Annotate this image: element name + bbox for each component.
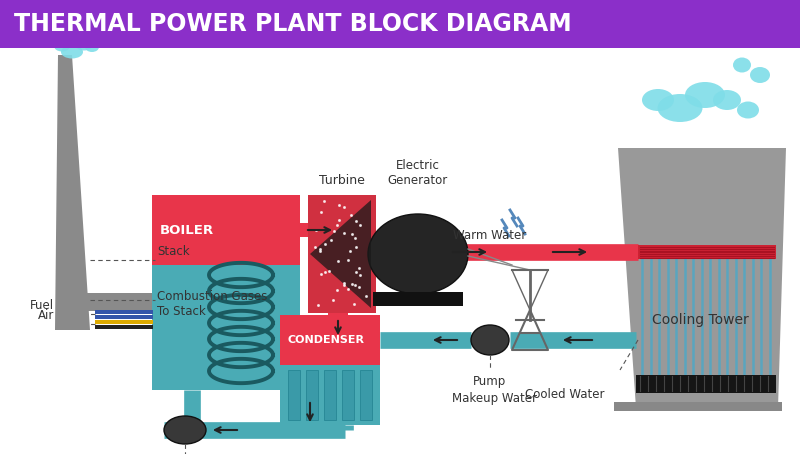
Polygon shape	[310, 200, 371, 308]
Text: Electric
Generator: Electric Generator	[388, 159, 448, 187]
Bar	[280, 315, 380, 365]
Ellipse shape	[733, 58, 751, 73]
Ellipse shape	[61, 45, 83, 59]
Ellipse shape	[368, 214, 468, 294]
Polygon shape	[618, 148, 786, 408]
Text: Turbine: Turbine	[319, 174, 365, 187]
Bar	[614, 402, 782, 411]
Bar	[95, 325, 153, 329]
Ellipse shape	[685, 82, 725, 108]
Ellipse shape	[85, 42, 99, 52]
Text: Cooled Water: Cooled Water	[526, 388, 605, 401]
Bar	[152, 195, 300, 265]
Text: Combustion Gases
To Stack: Combustion Gases To Stack	[157, 290, 267, 318]
Text: Pump: Pump	[474, 375, 506, 388]
Ellipse shape	[713, 90, 741, 110]
Text: BOILER: BOILER	[160, 223, 214, 237]
Bar	[300, 223, 340, 237]
Bar	[638, 245, 776, 259]
Bar	[324, 370, 336, 420]
Bar	[288, 370, 300, 420]
Bar	[306, 370, 318, 420]
Ellipse shape	[642, 89, 674, 111]
Polygon shape	[55, 55, 90, 330]
Bar	[328, 313, 348, 343]
Text: Air: Air	[38, 309, 54, 322]
Ellipse shape	[164, 416, 206, 444]
Bar	[376, 249, 416, 259]
Bar	[72, 293, 172, 311]
Bar	[0, 0, 800, 48]
Text: THERMAL POWER PLANT BLOCK DIAGRAM: THERMAL POWER PLANT BLOCK DIAGRAM	[14, 12, 572, 36]
Bar	[152, 265, 300, 390]
Ellipse shape	[62, 293, 82, 311]
Text: CONDENSER: CONDENSER	[288, 335, 365, 345]
Text: Fuel: Fuel	[30, 299, 54, 312]
Bar	[373, 292, 463, 306]
Bar	[95, 320, 153, 324]
Bar	[280, 365, 380, 425]
Bar	[360, 370, 372, 420]
Ellipse shape	[471, 325, 509, 355]
Ellipse shape	[750, 67, 770, 83]
Ellipse shape	[54, 40, 70, 51]
Text: Makeup Water: Makeup Water	[453, 392, 538, 405]
Bar	[342, 370, 354, 420]
Text: Cooling Tower: Cooling Tower	[652, 313, 748, 327]
Text: Stack: Stack	[157, 245, 190, 258]
Ellipse shape	[737, 102, 759, 118]
Text: Warm Water: Warm Water	[454, 229, 526, 242]
Ellipse shape	[75, 38, 93, 50]
Bar	[636, 375, 776, 393]
Bar	[95, 315, 153, 319]
Bar	[95, 310, 153, 314]
Ellipse shape	[658, 94, 702, 122]
Bar	[308, 195, 376, 313]
